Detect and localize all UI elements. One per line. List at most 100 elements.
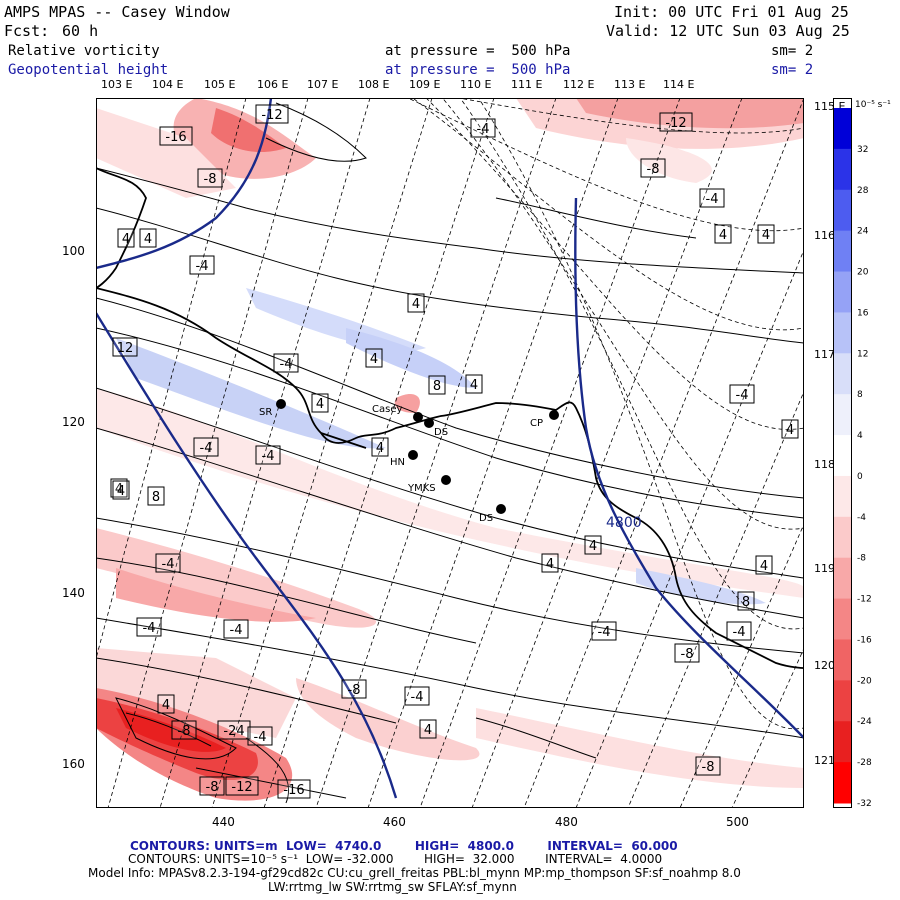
vorticity-contour-label: 4 bbox=[419, 719, 437, 739]
vorticity-contour-label: -12 bbox=[225, 776, 259, 796]
vorticity-contour-label: -16 bbox=[159, 126, 193, 146]
station-marker-casey bbox=[413, 412, 423, 422]
color-bar-swatch bbox=[834, 475, 851, 518]
svg-text:-16: -16 bbox=[165, 130, 186, 145]
vorticity-shading bbox=[96, 98, 804, 801]
svg-text:4: 4 bbox=[117, 484, 125, 499]
svg-text:4: 4 bbox=[376, 441, 384, 456]
y-axis-label: 160 bbox=[62, 757, 85, 771]
top-longitude-label: 113 E bbox=[614, 78, 646, 91]
model-info: Model Info: MPASv8.2.3-194-gf29cd82c CU:… bbox=[88, 866, 741, 880]
plot-title: AMPS MPAS -- Casey Window bbox=[4, 3, 230, 21]
color-bar-swatch bbox=[834, 598, 851, 640]
svg-text:-16: -16 bbox=[283, 783, 304, 798]
vorticity-contour-label: -4 bbox=[255, 445, 281, 465]
field2-level: at pressure = 500 hPa bbox=[385, 62, 571, 78]
x-axis-label: 460 bbox=[383, 815, 406, 829]
svg-text:4: 4 bbox=[370, 352, 378, 367]
color-bar-tick-label: 28 bbox=[857, 186, 869, 196]
vorticity-contour-label: 12 bbox=[112, 337, 138, 357]
top-longitude-label: 105 E bbox=[204, 78, 236, 91]
svg-text:-4: -4 bbox=[477, 122, 490, 137]
color-bar-tick-label: -12 bbox=[857, 595, 872, 605]
top-longitude-label: 108 E bbox=[358, 78, 390, 91]
vorticity-contour-label: -8 bbox=[171, 720, 197, 740]
svg-text:4: 4 bbox=[412, 297, 420, 312]
svg-text:-8: -8 bbox=[348, 683, 361, 698]
geopotential-height-contours bbox=[96, 98, 804, 799]
top-longitude-label: 106 E bbox=[257, 78, 289, 91]
color-bar-tick-label: -24 bbox=[857, 717, 872, 727]
x-axis-label: 480 bbox=[555, 815, 578, 829]
field1-level: at pressure = 500 hPa bbox=[385, 43, 571, 59]
top-longitude-label: 107 E bbox=[307, 78, 339, 91]
svg-text:-4: -4 bbox=[706, 192, 719, 207]
svg-text:4: 4 bbox=[316, 397, 324, 412]
station-label-sr: SR bbox=[259, 407, 272, 418]
svg-text:4: 4 bbox=[424, 723, 432, 738]
svg-text:-8: -8 bbox=[178, 724, 191, 739]
station-marker-ymks bbox=[441, 475, 451, 485]
svg-text:-4: -4 bbox=[262, 449, 275, 464]
svg-text:4: 4 bbox=[760, 559, 768, 574]
map-frame bbox=[96, 98, 804, 808]
station-markers bbox=[276, 399, 559, 514]
color-bar-swatch bbox=[834, 435, 851, 477]
vorticity-contour-label: 4 bbox=[541, 553, 559, 573]
station-labels: SR Casey DS HN YMKS CP DS bbox=[259, 404, 543, 524]
svg-text:-4: -4 bbox=[230, 623, 243, 638]
height-contour-label: 4800 bbox=[606, 515, 642, 531]
svg-text:4: 4 bbox=[144, 232, 152, 247]
field1-name: Relative vorticity bbox=[8, 43, 160, 59]
color-bar-swatch bbox=[834, 230, 851, 273]
field2-smoothing: sm= 2 bbox=[771, 62, 814, 78]
y-axis-label: 100 bbox=[62, 244, 85, 258]
vorticity-contour-label: -24 bbox=[217, 720, 251, 740]
vorticity-contour-label: 4 bbox=[465, 374, 483, 394]
svg-text:-4: -4 bbox=[411, 690, 424, 705]
svg-text:4: 4 bbox=[115, 482, 123, 497]
color-bar-swatch bbox=[834, 312, 851, 354]
vorticity-contour-label: -4 bbox=[470, 118, 496, 138]
color-bar-swatch bbox=[834, 271, 851, 313]
color-bar-swatch bbox=[834, 353, 851, 395]
svg-text:-8: -8 bbox=[647, 162, 660, 177]
vorticity-contour-label: -8 bbox=[199, 776, 225, 796]
vorticity-contour-label: -4 bbox=[591, 621, 617, 641]
color-bar-tick-label: 24 bbox=[857, 227, 869, 237]
vorticity-contour-label: 4 bbox=[365, 348, 383, 368]
color-bar-swatch bbox=[834, 394, 851, 436]
color-bar-swatch bbox=[834, 148, 851, 191]
svg-text:8: 8 bbox=[742, 595, 750, 610]
color-bar-tick-label: -28 bbox=[857, 758, 872, 768]
top-longitude-label: 110 E bbox=[460, 78, 492, 91]
vorticity-contour-label: 4 bbox=[139, 228, 157, 248]
vorticity-contour-label: -8 bbox=[341, 679, 367, 699]
graticule bbox=[96, 98, 804, 808]
color-bar-tick-label: 16 bbox=[857, 308, 869, 318]
vorticity-contour-label: -8 bbox=[695, 756, 721, 776]
top-longitude-label: 109 E bbox=[409, 78, 441, 91]
color-bar-tick-label: -8 bbox=[857, 554, 866, 564]
svg-text:-4: -4 bbox=[598, 625, 611, 640]
vorticity-contour-label: 4 bbox=[584, 535, 602, 555]
svg-text:-4: -4 bbox=[733, 625, 746, 640]
svg-text:-24: -24 bbox=[223, 724, 244, 739]
svg-text:4: 4 bbox=[719, 228, 727, 243]
vorticity-contour-label: -4 bbox=[247, 726, 273, 746]
svg-text:-4: -4 bbox=[162, 557, 175, 572]
field2-name: Geopotential height bbox=[8, 62, 169, 78]
vorticity-contour-label: -4 bbox=[155, 553, 181, 573]
vorticity-contour-label: -8 bbox=[640, 158, 666, 178]
vorticity-contour-label: 4 bbox=[781, 419, 799, 439]
vorticity-contour-label: 8 bbox=[428, 375, 446, 395]
color-bar-tick-label: -20 bbox=[857, 676, 872, 686]
svg-text:-4: -4 bbox=[254, 730, 267, 745]
station-marker-ds2 bbox=[496, 504, 506, 514]
vorticity-contour-label: 8 bbox=[737, 591, 755, 611]
physics-info: LW:rrtmg_lw SW:rrtmg_sw SFLAY:sf_mynn bbox=[268, 880, 517, 894]
svg-text:8: 8 bbox=[433, 379, 441, 394]
color-bar-swatch bbox=[834, 639, 851, 681]
station-label-cp: CP bbox=[530, 418, 543, 429]
vorticity-contour-label: -4 bbox=[193, 437, 219, 457]
